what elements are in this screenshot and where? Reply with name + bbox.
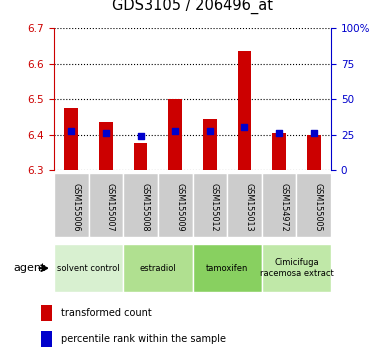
Text: agent: agent <box>14 263 46 273</box>
Text: GSM155007: GSM155007 <box>106 183 115 232</box>
Text: solvent control: solvent control <box>57 264 120 273</box>
Bar <box>89 173 123 237</box>
Text: GSM155005: GSM155005 <box>314 183 323 232</box>
Bar <box>54 173 89 237</box>
Bar <box>272 133 286 170</box>
Point <box>103 130 109 136</box>
Bar <box>41 331 52 347</box>
Point <box>276 130 282 136</box>
Point <box>137 133 144 139</box>
Bar <box>307 135 321 170</box>
Bar <box>99 122 113 170</box>
Bar <box>168 99 182 170</box>
Point <box>172 128 178 134</box>
Bar <box>296 173 331 237</box>
Point <box>241 125 248 130</box>
Text: GSM155009: GSM155009 <box>175 183 184 232</box>
Bar <box>227 173 262 237</box>
Bar <box>54 244 123 292</box>
Text: GSM155008: GSM155008 <box>141 183 149 232</box>
Bar <box>203 119 217 170</box>
Text: Cimicifuga
racemosa extract: Cimicifuga racemosa extract <box>259 258 333 278</box>
Bar <box>192 244 262 292</box>
Text: percentile rank within the sample: percentile rank within the sample <box>62 334 226 344</box>
Bar <box>41 305 52 321</box>
Text: estradiol: estradiol <box>139 264 176 273</box>
Bar <box>262 244 331 292</box>
Point <box>311 130 317 136</box>
Bar <box>192 173 227 237</box>
Text: transformed count: transformed count <box>62 308 152 318</box>
Bar <box>158 173 192 237</box>
Text: GDS3105 / 206496_at: GDS3105 / 206496_at <box>112 0 273 14</box>
Point <box>207 128 213 134</box>
Bar <box>123 244 192 292</box>
Point <box>68 128 74 134</box>
Bar <box>262 173 296 237</box>
Bar <box>238 51 251 170</box>
Text: tamoxifen: tamoxifen <box>206 264 248 273</box>
Bar <box>134 143 147 170</box>
Text: GSM155013: GSM155013 <box>244 183 253 232</box>
Bar <box>123 173 158 237</box>
Bar <box>64 108 78 170</box>
Text: GSM155012: GSM155012 <box>210 183 219 232</box>
Text: GSM154972: GSM154972 <box>279 183 288 232</box>
Text: GSM155006: GSM155006 <box>71 183 80 232</box>
